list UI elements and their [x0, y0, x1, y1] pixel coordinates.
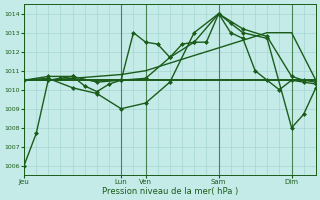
- X-axis label: Pression niveau de la mer( hPa ): Pression niveau de la mer( hPa ): [102, 187, 238, 196]
